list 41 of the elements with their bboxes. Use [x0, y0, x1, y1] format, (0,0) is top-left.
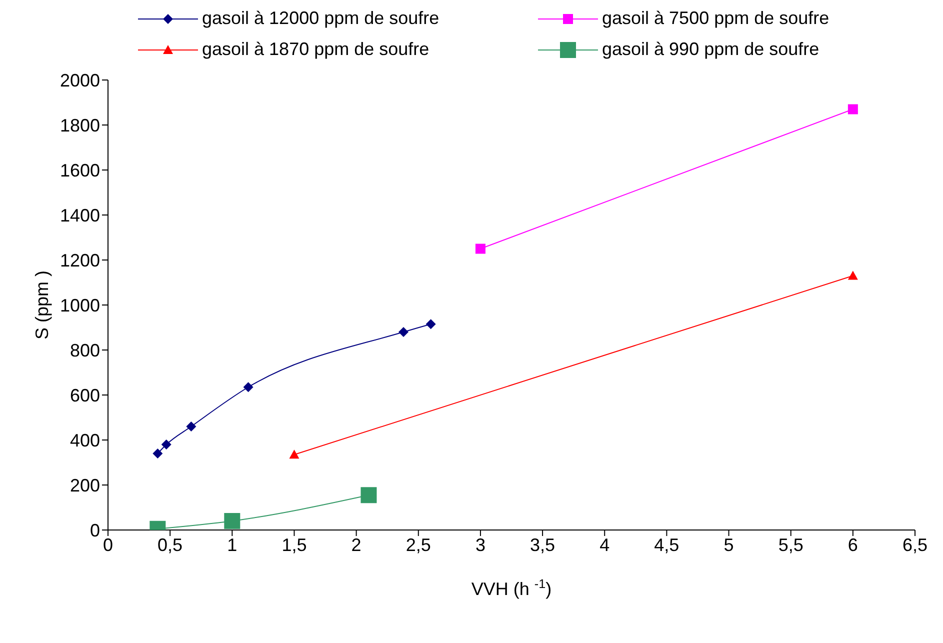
y-tick-label: 200: [70, 475, 100, 496]
legend-label: gasoil à 990 ppm de soufre: [602, 39, 820, 60]
legend-label: gasoil à 12000 ppm de soufre: [202, 8, 440, 29]
point: [243, 382, 254, 392]
point: [426, 319, 436, 330]
point: [161, 440, 172, 450]
point: [475, 244, 486, 254]
x-tick-label: 6,5: [902, 534, 928, 555]
x-tick-label: 3,5: [530, 534, 556, 555]
x-tick-label: 2: [351, 534, 362, 555]
y-axis-title: S (ppm ): [32, 270, 52, 340]
point: [398, 327, 408, 337]
point: [224, 513, 240, 529]
x-tick-label: 0,5: [158, 534, 183, 555]
y-tick-label: 1200: [60, 250, 100, 270]
x-tick-label: 6: [848, 534, 858, 555]
x-tick-label: 5,5: [778, 534, 804, 555]
point: [186, 422, 196, 432]
point: [152, 448, 163, 458]
x-tick-label: 1: [227, 534, 238, 555]
point: [848, 104, 858, 114]
x-tick-label: 0: [102, 534, 114, 555]
y-tick-label: 0: [90, 520, 100, 540]
y-tick-label: 800: [70, 340, 100, 360]
y-tick-label: 600: [70, 385, 100, 406]
x-tick-label: 2,5: [406, 534, 431, 555]
x-axis-title: VVH (h $^{-1}$): [471, 577, 552, 599]
legend-label: gasoil à 1870 ppm de soufre: [202, 39, 430, 60]
point: [360, 487, 377, 504]
x-tick-label: 4: [600, 534, 610, 555]
x-tick-label: 4,5: [654, 534, 680, 555]
x-tick-label: 1,5: [282, 534, 307, 555]
y-tick-label: 1000: [60, 295, 100, 316]
y-tick-label: 1800: [60, 115, 100, 136]
x-tick-label: 5: [724, 534, 734, 555]
legend-label: gasoil à 7500 ppm de soufre: [602, 8, 830, 29]
y-tick-label: 1600: [60, 160, 100, 180]
y-tick-label: 2000: [60, 70, 100, 90]
y-tick-label: 1400: [60, 205, 100, 226]
x-tick-label: 3: [475, 534, 486, 555]
y-tick-label: 400: [70, 430, 100, 450]
